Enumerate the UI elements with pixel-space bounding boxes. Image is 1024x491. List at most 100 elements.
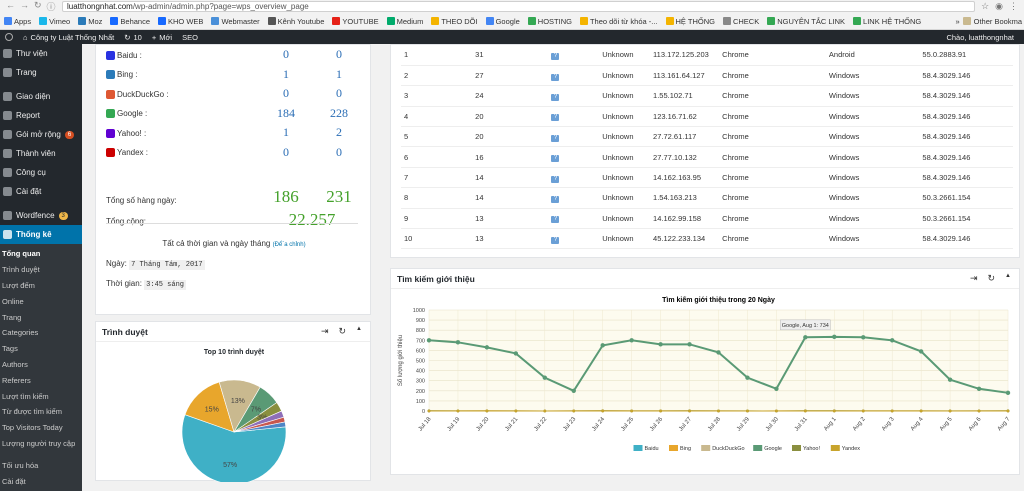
bookmark-item[interactable]: LINK HỆ THỐNG bbox=[849, 17, 925, 26]
data-point[interactable] bbox=[832, 335, 836, 339]
data-point[interactable] bbox=[746, 410, 749, 413]
export-icon[interactable]: ⇥ bbox=[970, 273, 978, 284]
bookmark-item[interactable]: Theo dõi từ khóa -... bbox=[576, 17, 662, 26]
bookmark-item[interactable]: HỆ THỐNG bbox=[662, 17, 719, 26]
data-point[interactable] bbox=[920, 410, 923, 413]
updates[interactable]: ↻10 bbox=[119, 33, 147, 42]
data-point[interactable] bbox=[774, 387, 778, 391]
data-point[interactable] bbox=[659, 410, 662, 413]
sidebar-item-pages[interactable]: Trang bbox=[0, 63, 82, 82]
legend-label[interactable]: Baidu bbox=[645, 446, 659, 452]
data-point[interactable] bbox=[514, 351, 518, 355]
data-point[interactable] bbox=[485, 345, 489, 349]
submenu-item[interactable]: Tags bbox=[0, 341, 82, 357]
data-point[interactable] bbox=[514, 410, 517, 413]
back-icon[interactable]: ← bbox=[6, 0, 15, 13]
bookmark-item[interactable]: Behance bbox=[106, 17, 154, 26]
data-point[interactable] bbox=[891, 410, 894, 413]
data-point[interactable] bbox=[716, 350, 720, 354]
data-point[interactable] bbox=[630, 410, 633, 413]
data-point[interactable] bbox=[745, 375, 749, 379]
menu-icon[interactable]: ⋮ bbox=[1009, 1, 1018, 12]
legend-label[interactable]: Bing bbox=[680, 446, 691, 452]
data-point[interactable] bbox=[1007, 410, 1010, 413]
data-point[interactable] bbox=[978, 410, 981, 413]
other-bookmarks[interactable]: »Other Bookma bbox=[955, 17, 1024, 26]
submenu-item[interactable]: Trình duyệt bbox=[0, 262, 82, 278]
bookmark-item[interactable]: Vimeo bbox=[35, 17, 74, 26]
data-point[interactable] bbox=[543, 410, 546, 413]
bookmark-item[interactable]: Moz bbox=[74, 17, 106, 26]
bookmark-item[interactable]: HOSTING bbox=[524, 17, 576, 26]
data-point[interactable] bbox=[862, 410, 865, 413]
data-point[interactable] bbox=[601, 410, 604, 413]
data-point[interactable] bbox=[717, 410, 720, 413]
refresh-icon[interactable]: ↻ bbox=[988, 273, 996, 284]
data-point[interactable] bbox=[629, 338, 633, 342]
sidebar-item-users[interactable]: Thành viên bbox=[0, 144, 82, 163]
legend-label[interactable]: Yandex bbox=[842, 446, 860, 452]
data-point[interactable] bbox=[977, 387, 981, 391]
sidebar-item-settings[interactable]: Cài đặt bbox=[0, 182, 82, 201]
bookmark-item[interactable]: NGUYÊN TẮC LINK bbox=[763, 17, 849, 26]
bookmark-item[interactable]: Kênh Youtube bbox=[264, 17, 329, 26]
submenu-item[interactable]: Lượt tìm kiếm bbox=[0, 388, 82, 404]
data-point[interactable] bbox=[833, 410, 836, 413]
refresh-icon[interactable]: ↻ bbox=[339, 326, 347, 337]
submenu-item[interactable]: Top Visitors Today bbox=[0, 420, 82, 436]
data-point[interactable] bbox=[427, 338, 431, 342]
site-name[interactable]: ⌂Công ty Luật Thống Nhất bbox=[18, 33, 119, 42]
sidebar-item-appearance[interactable]: Giao diện bbox=[0, 87, 82, 106]
legend-label[interactable]: Google bbox=[764, 446, 782, 452]
data-point[interactable] bbox=[804, 410, 807, 413]
data-point[interactable] bbox=[687, 342, 691, 346]
data-point[interactable] bbox=[457, 410, 460, 413]
submenu-item[interactable]: Từ được tìm kiếm bbox=[0, 404, 82, 420]
bookmark-item[interactable]: KHO WEB bbox=[154, 17, 207, 26]
submenu-item[interactable]: Lượng người truy cập bbox=[0, 436, 82, 452]
submenu-item[interactable]: Lượt đếm bbox=[0, 278, 82, 294]
collapse-icon[interactable]: ▲ bbox=[356, 326, 362, 337]
data-point[interactable] bbox=[572, 389, 576, 393]
extension-icon[interactable]: ◉ bbox=[995, 1, 1003, 12]
data-point[interactable] bbox=[572, 410, 575, 413]
data-point[interactable] bbox=[688, 410, 691, 413]
data-point[interactable] bbox=[803, 335, 807, 339]
star-icon[interactable]: ☆ bbox=[981, 1, 989, 12]
data-point[interactable] bbox=[601, 343, 605, 347]
submenu-item[interactable]: Trang bbox=[0, 309, 82, 325]
bookmark-item[interactable]: Apps bbox=[0, 17, 35, 26]
bookmark-item[interactable]: CHECK bbox=[719, 17, 763, 26]
sidebar-item-report[interactable]: Report bbox=[0, 106, 82, 125]
user-greeting[interactable]: Chào, luatthongnhat bbox=[941, 33, 1024, 42]
data-point[interactable] bbox=[428, 410, 431, 413]
bookmark-item[interactable]: Webmaster bbox=[207, 17, 263, 26]
data-point[interactable] bbox=[775, 410, 778, 413]
submenu-item[interactable]: Online bbox=[0, 293, 82, 309]
bookmark-item[interactable]: Medium bbox=[383, 17, 428, 26]
sidebar-item-statistics[interactable]: Thống kê bbox=[0, 225, 82, 244]
legend-label[interactable]: DuckDuckGo bbox=[712, 446, 744, 452]
submenu-item[interactable]: Authors bbox=[0, 357, 82, 373]
legend-label[interactable]: Yahoo! bbox=[803, 446, 820, 452]
data-point[interactable] bbox=[949, 410, 952, 413]
data-point[interactable] bbox=[456, 340, 460, 344]
data-point[interactable] bbox=[948, 377, 952, 381]
data-point[interactable] bbox=[658, 342, 662, 346]
forward-icon[interactable]: → bbox=[20, 0, 29, 13]
new-content[interactable]: +Mới bbox=[147, 33, 177, 42]
data-point[interactable] bbox=[1006, 391, 1010, 395]
data-point[interactable] bbox=[919, 349, 923, 353]
address-bar[interactable]: luatthongnhat.com/wp-admin/admin.php?pag… bbox=[62, 1, 975, 12]
bookmark-item[interactable]: THEO DÕI bbox=[427, 17, 481, 26]
submenu-item[interactable]: Tối ưu hóa bbox=[0, 457, 82, 473]
data-point[interactable] bbox=[486, 410, 489, 413]
submenu-item[interactable]: Referers bbox=[0, 372, 82, 388]
data-point[interactable] bbox=[890, 338, 894, 342]
collapse-icon[interactable]: ▲ bbox=[1005, 273, 1011, 284]
submenu-item[interactable]: Tổng quan bbox=[0, 246, 82, 262]
wp-logo[interactable] bbox=[0, 33, 18, 41]
submenu-item[interactable]: Cài đặt bbox=[0, 473, 82, 489]
